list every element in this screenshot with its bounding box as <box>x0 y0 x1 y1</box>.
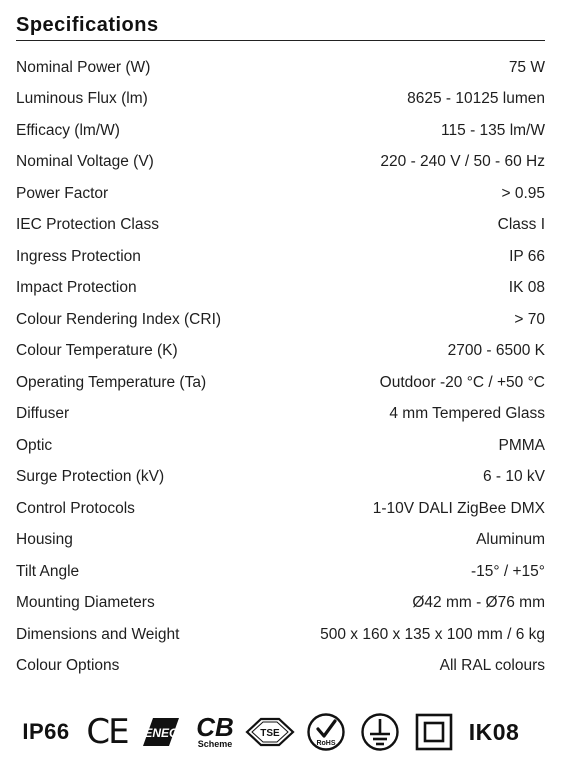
spec-label: Colour Temperature (K) <box>16 342 178 360</box>
enec-mark-icon: ENEC <box>138 708 184 756</box>
spec-value: 4 mm Tempered Glass <box>389 405 545 423</box>
spec-label: IEC Protection Class <box>16 216 159 234</box>
spec-row: Colour Temperature (K) 2700 - 6500 K <box>16 336 545 368</box>
spec-value: 500 x 160 x 135 x 100 mm / 6 kg <box>320 625 545 643</box>
spec-row: Dimensions and Weight 500 x 160 x 135 x 1… <box>16 619 545 651</box>
spec-value: 6 - 10 kV <box>482 468 545 486</box>
section-title: Specifications <box>16 14 159 36</box>
spec-row: Colour Options All RAL colours <box>16 651 545 683</box>
spec-value: PMMA <box>498 436 546 454</box>
spec-label: Luminous Flux (lm) <box>16 90 148 108</box>
ce-mark-icon: CE <box>86 712 129 752</box>
spec-value: 115 - 135 lm/W <box>441 121 545 139</box>
spec-label: Dimensions and Weight <box>16 625 180 643</box>
spec-row: Control Protocols 1-10V DALI ZigBee DMX <box>16 493 545 525</box>
spec-label: Optic <box>16 436 53 454</box>
spec-label: Colour Options <box>16 657 120 675</box>
spec-value: 2700 - 6500 K <box>447 342 545 360</box>
title-divider <box>16 40 545 41</box>
double-insulation-icon <box>412 708 456 756</box>
spec-row: Colour Rendering Index (CRI) > 70 <box>16 304 545 336</box>
spec-label: Nominal Voltage (V) <box>16 153 154 171</box>
rohs-label: RoHS <box>316 740 335 747</box>
spec-row: Operating Temperature (Ta) Outdoor -20 °C… <box>16 367 545 399</box>
ik08-mark: IK08 <box>468 718 520 745</box>
spec-label: Tilt Angle <box>16 562 80 580</box>
spec-label: Colour Rendering Index (CRI) <box>16 310 222 328</box>
spec-label: Impact Protection <box>16 279 137 297</box>
spec-row: Nominal Power (W) 75 W <box>16 52 545 84</box>
ip66-mark: IP66 <box>22 719 70 744</box>
enec-label: ENEC <box>144 726 178 740</box>
cb-scheme-mark: CB Scheme <box>196 712 234 749</box>
spec-value: > 0.95 <box>501 184 545 202</box>
spec-row: Power Factor > 0.95 <box>16 178 545 210</box>
certification-bar: IP66 CE ENEC CB Scheme TSE <box>16 708 536 756</box>
spec-label: Operating Temperature (Ta) <box>16 373 207 391</box>
spec-value: > 70 <box>514 310 545 328</box>
spec-label: Housing <box>16 531 73 549</box>
spec-row: Housing Aluminum <box>16 525 545 557</box>
protective-earth-icon <box>358 708 402 756</box>
spec-value: Ø42 mm - Ø76 mm <box>412 594 545 612</box>
spec-row: Optic PMMA <box>16 430 545 462</box>
spec-value: Class I <box>497 216 545 234</box>
spec-value: Aluminum <box>476 531 545 549</box>
spec-row: Ingress Protection IP 66 <box>16 241 545 273</box>
spec-row: Diffuser 4 mm Tempered Glass <box>16 399 545 431</box>
spec-value: All RAL colours <box>439 657 545 675</box>
spec-value: IK 08 <box>508 279 545 297</box>
spec-value: 8625 - 10125 lumen <box>407 90 545 108</box>
spec-value: 220 - 240 V / 50 - 60 Hz <box>380 153 545 171</box>
spec-value: 1-10V DALI ZigBee DMX <box>372 499 545 517</box>
spec-value: IP 66 <box>509 247 545 265</box>
spec-row: Tilt Angle -15° / +15° <box>16 556 545 588</box>
spec-label: Ingress Protection <box>16 247 141 265</box>
spec-row: Efficacy (lm/W) 115 - 135 lm/W <box>16 115 545 147</box>
spec-row: Mounting Diameters Ø42 mm - Ø76 mm <box>16 588 545 620</box>
tse-label: TSE <box>260 728 280 739</box>
rohs-mark-icon: RoHS <box>304 708 348 756</box>
spec-row: Impact Protection IK 08 <box>16 273 545 305</box>
tse-mark-icon: TSE <box>244 708 296 756</box>
spec-label: Efficacy (lm/W) <box>16 121 120 139</box>
spec-row: Luminous Flux (lm) 8625 - 10125 lumen <box>16 84 545 116</box>
spec-label: Mounting Diameters <box>16 594 155 612</box>
spec-value: Outdoor -20 °C / +50 °C <box>379 373 545 391</box>
spec-row: IEC Protection Class Class I <box>16 210 545 242</box>
spec-value: 75 W <box>508 58 545 76</box>
spec-label: Control Protocols <box>16 499 135 517</box>
spec-value: -15° / +15° <box>470 562 545 580</box>
spec-label: Surge Protection (kV) <box>16 468 165 486</box>
spec-label: Power Factor <box>16 184 109 202</box>
spec-row: Nominal Voltage (V) 220 - 240 V / 50 - 60… <box>16 147 545 179</box>
spec-label: Diffuser <box>16 405 70 423</box>
spec-label: Nominal Power (W) <box>16 58 151 76</box>
spec-row: Surge Protection (kV) 6 - 10 kV <box>16 462 545 494</box>
spec-list: Nominal Power (W) 75 W Luminous Flux (lm) 8… <box>16 52 545 682</box>
